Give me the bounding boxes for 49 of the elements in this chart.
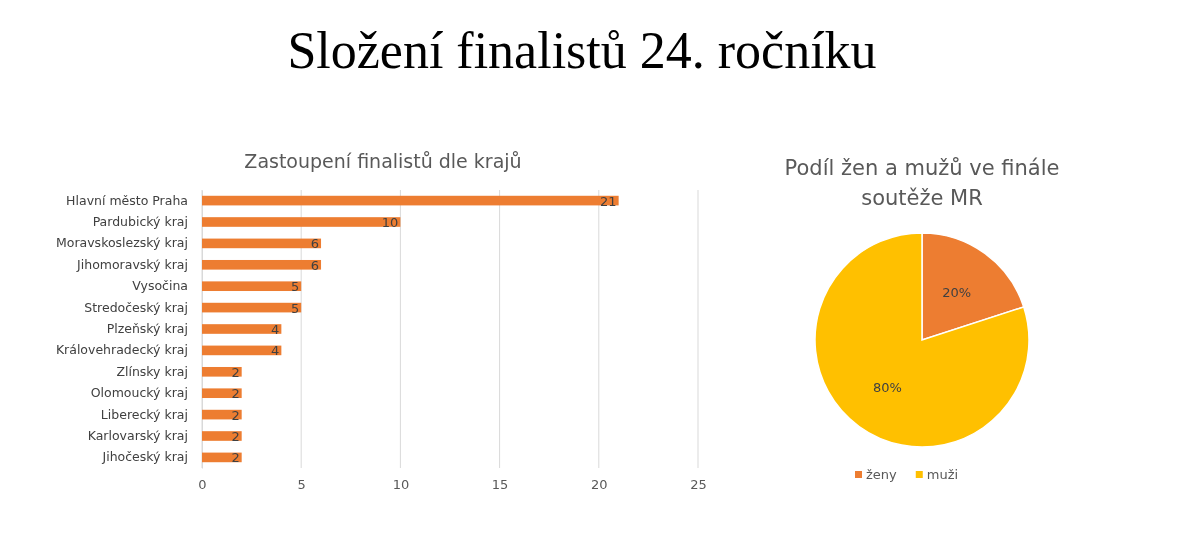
y-tick-label: Plzeňský kraj xyxy=(106,321,188,336)
bar xyxy=(202,324,282,334)
data-label: 6 xyxy=(310,257,320,273)
data-label: 6 xyxy=(310,236,320,252)
bar xyxy=(202,431,242,441)
text: Složení finalistů 24. ročníku xyxy=(287,22,877,79)
data-label: 5 xyxy=(290,300,300,316)
bar xyxy=(202,366,242,377)
data-label: 2 xyxy=(231,386,240,402)
bar xyxy=(202,259,322,270)
data-label: 2 xyxy=(231,450,240,466)
data-label: 5 xyxy=(290,279,300,295)
bar xyxy=(202,388,242,399)
legend-label: ženy xyxy=(866,467,898,482)
legend-label: muži xyxy=(926,467,959,482)
y-tick-label: Liberecký kraj xyxy=(100,406,188,422)
x-tick-label: 10 xyxy=(392,477,410,493)
y-tick-label: Vysočina xyxy=(132,278,188,294)
y-tick-label: Moravskoslezský kraj xyxy=(55,235,188,251)
y-tick-label: Stredočeský kraj xyxy=(84,299,188,315)
bar xyxy=(202,302,302,313)
data-label: 80% xyxy=(872,380,902,396)
chart-title: Zastoupení finalistů dle krajů xyxy=(244,150,522,172)
data-label: 10 xyxy=(381,214,399,230)
data-label: 4 xyxy=(271,322,280,337)
bar xyxy=(202,281,302,292)
x-tick-label: 15 xyxy=(491,477,509,493)
y-tick-label: Královehradecký kraj xyxy=(55,342,188,358)
x-tick-label: 5 xyxy=(297,477,306,493)
data-label: 2 xyxy=(231,364,240,380)
y-tick-label: Jihomoravský kraj xyxy=(76,256,188,272)
x-tick-label: 0 xyxy=(198,477,207,493)
data-label: 21 xyxy=(600,193,617,209)
data-label: 4 xyxy=(271,343,280,359)
bar xyxy=(202,195,619,206)
y-tick-label: Hlavní město Praha xyxy=(66,192,188,208)
bar xyxy=(202,217,401,227)
pie-slice xyxy=(814,232,1030,448)
y-tick-label: Karlovarský kraj xyxy=(87,428,188,444)
data-label: 2 xyxy=(231,407,240,423)
chart-title: Podíl žen a mužů ve finále soutěže MR xyxy=(784,156,1060,210)
y-tick-label: Olomoucký kraj xyxy=(90,385,188,401)
x-tick-label: 25 xyxy=(690,477,707,493)
x-tick-label: 20 xyxy=(591,477,608,493)
data-label: 2 xyxy=(231,429,240,445)
data-label: 20% xyxy=(942,284,972,300)
y-tick-label: Pardubický kraj xyxy=(92,213,188,229)
y-tick-label: Zlínsky kraj xyxy=(116,363,188,379)
y-tick-label: Jihočeský kraj xyxy=(101,449,188,465)
